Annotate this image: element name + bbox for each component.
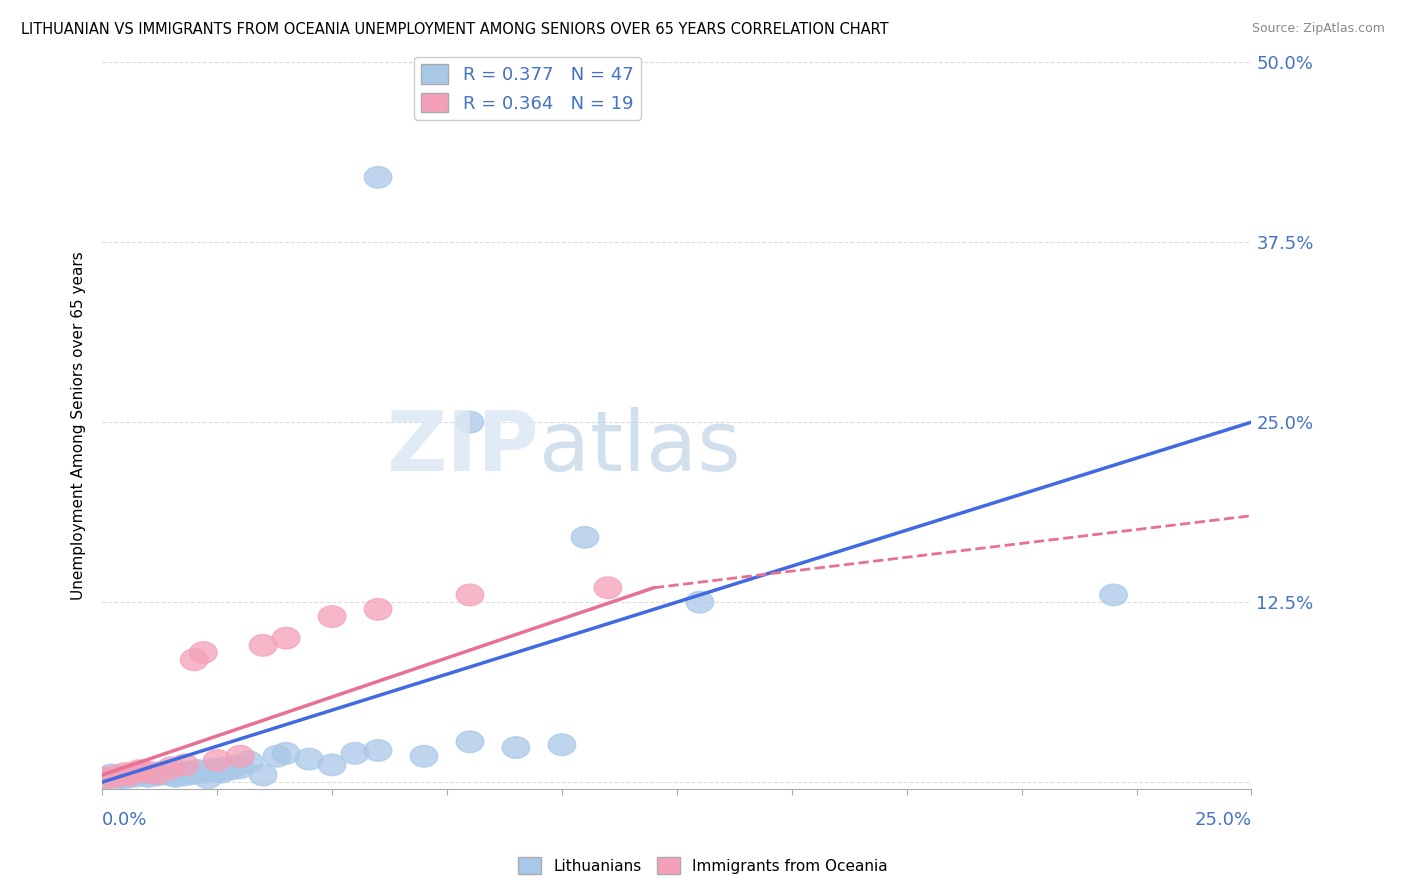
- Ellipse shape: [208, 761, 236, 783]
- Legend: Lithuanians, Immigrants from Oceania: Lithuanians, Immigrants from Oceania: [512, 851, 894, 880]
- Ellipse shape: [111, 763, 139, 784]
- Text: ZIP: ZIP: [387, 407, 538, 488]
- Legend: R = 0.377   N = 47, R = 0.364   N = 19: R = 0.377 N = 47, R = 0.364 N = 19: [413, 56, 641, 120]
- Ellipse shape: [135, 765, 162, 787]
- Ellipse shape: [226, 746, 254, 767]
- Ellipse shape: [129, 764, 157, 786]
- Ellipse shape: [571, 526, 599, 549]
- Ellipse shape: [139, 763, 166, 784]
- Ellipse shape: [125, 763, 153, 784]
- Ellipse shape: [190, 641, 217, 664]
- Ellipse shape: [456, 731, 484, 753]
- Text: 25.0%: 25.0%: [1194, 811, 1251, 830]
- Ellipse shape: [204, 750, 231, 772]
- Ellipse shape: [456, 411, 484, 433]
- Ellipse shape: [103, 765, 129, 787]
- Ellipse shape: [548, 734, 575, 756]
- Ellipse shape: [295, 748, 323, 770]
- Ellipse shape: [364, 739, 392, 761]
- Ellipse shape: [198, 758, 226, 780]
- Ellipse shape: [148, 761, 176, 783]
- Text: 0.0%: 0.0%: [103, 811, 148, 830]
- Ellipse shape: [162, 765, 190, 787]
- Ellipse shape: [194, 767, 222, 789]
- Ellipse shape: [107, 765, 135, 787]
- Ellipse shape: [176, 761, 204, 783]
- Ellipse shape: [249, 764, 277, 786]
- Ellipse shape: [263, 746, 291, 767]
- Ellipse shape: [117, 764, 143, 786]
- Ellipse shape: [117, 764, 143, 786]
- Ellipse shape: [180, 763, 208, 784]
- Y-axis label: Unemployment Among Seniors over 65 years: Unemployment Among Seniors over 65 years: [72, 252, 86, 600]
- Ellipse shape: [273, 627, 299, 649]
- Ellipse shape: [249, 634, 277, 657]
- Ellipse shape: [111, 767, 139, 789]
- Ellipse shape: [502, 737, 530, 758]
- Ellipse shape: [93, 767, 121, 789]
- Ellipse shape: [318, 606, 346, 627]
- Ellipse shape: [364, 167, 392, 188]
- Ellipse shape: [143, 763, 172, 784]
- Ellipse shape: [273, 742, 299, 764]
- Ellipse shape: [186, 760, 212, 781]
- Ellipse shape: [103, 768, 129, 790]
- Ellipse shape: [135, 761, 162, 783]
- Text: Source: ZipAtlas.com: Source: ZipAtlas.com: [1251, 22, 1385, 36]
- Ellipse shape: [1099, 584, 1128, 606]
- Ellipse shape: [212, 757, 240, 779]
- Ellipse shape: [172, 764, 198, 786]
- Ellipse shape: [97, 764, 125, 786]
- Ellipse shape: [93, 767, 121, 789]
- Ellipse shape: [222, 756, 249, 777]
- Ellipse shape: [217, 758, 245, 780]
- Ellipse shape: [686, 591, 714, 613]
- Ellipse shape: [456, 584, 484, 606]
- Ellipse shape: [318, 754, 346, 776]
- Ellipse shape: [172, 754, 198, 776]
- Ellipse shape: [342, 742, 368, 764]
- Ellipse shape: [157, 757, 186, 779]
- Ellipse shape: [121, 765, 148, 787]
- Ellipse shape: [157, 764, 186, 786]
- Ellipse shape: [364, 599, 392, 620]
- Text: atlas: atlas: [538, 407, 741, 488]
- Ellipse shape: [226, 757, 254, 779]
- Ellipse shape: [595, 577, 621, 599]
- Ellipse shape: [125, 760, 153, 781]
- Ellipse shape: [166, 763, 194, 784]
- Ellipse shape: [180, 649, 208, 671]
- Ellipse shape: [411, 746, 437, 767]
- Ellipse shape: [204, 760, 231, 781]
- Text: LITHUANIAN VS IMMIGRANTS FROM OCEANIA UNEMPLOYMENT AMONG SENIORS OVER 65 YEARS C: LITHUANIAN VS IMMIGRANTS FROM OCEANIA UN…: [21, 22, 889, 37]
- Ellipse shape: [143, 764, 172, 786]
- Ellipse shape: [236, 751, 263, 772]
- Ellipse shape: [153, 763, 180, 784]
- Ellipse shape: [190, 761, 217, 783]
